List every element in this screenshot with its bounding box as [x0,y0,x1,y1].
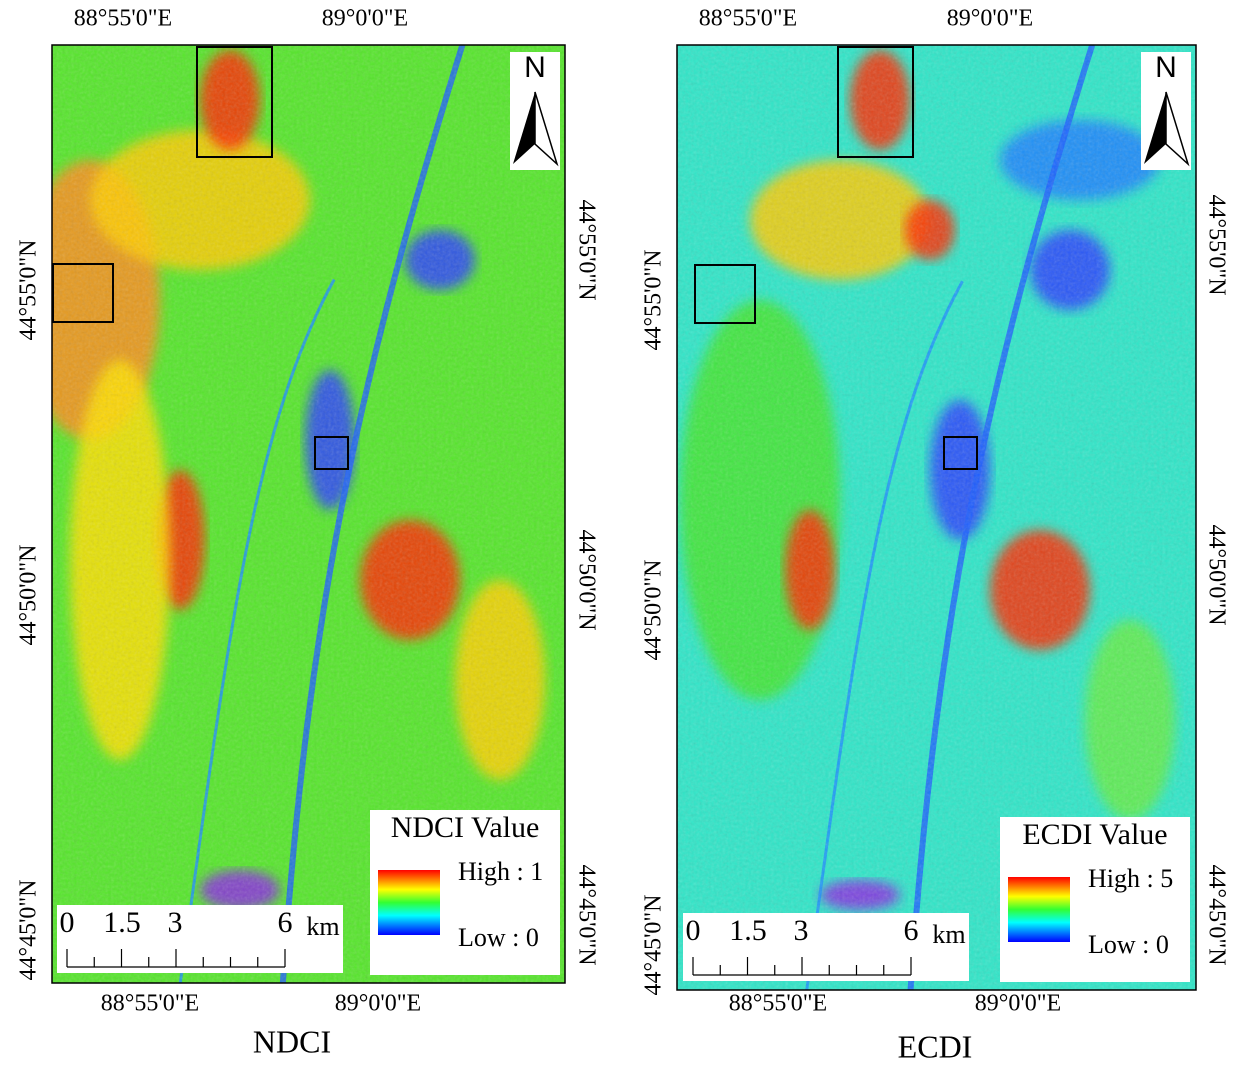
scale-label: 3 [794,914,809,947]
legend-low: Low : 0 [1088,930,1169,959]
study-area-box [314,436,349,470]
bottom-coord-label: 89°0'0"E [335,991,421,1017]
bottom-coord-label: 89°0'0"E [975,991,1061,1017]
left-coord-label: 44°55'0"N [16,239,42,340]
map-panel: 88°55'0"E 89°0'0"E 88°55'0"E 89°0'0"E 44°55'… [16,6,600,1060]
legend-title: ECDI Value [1022,818,1167,851]
top-coord-label: 89°0'0"E [322,6,408,32]
scale-label: 3 [168,906,183,939]
scale-label: 6 [278,906,293,939]
top-coord-label: 88°55'0"E [74,6,172,32]
top-coord-label: 89°0'0"E [947,6,1033,32]
right-coord-label: 44°55'0"N [573,199,599,300]
scale-label: 1.5 [103,906,141,939]
legend-high: High : 1 [458,857,543,886]
scale-unit: km [932,920,965,949]
study-area-box [196,46,273,158]
legend-ramp [378,870,440,935]
right-coord-label: 44°45'0"N [573,864,599,965]
north-arrow-left [513,92,535,164]
map-panel: 88°55'0"E 89°0'0"E 88°55'0"E 89°0'0"E 44°55'… [641,6,1230,1065]
left-coord-label: 44°50'0"N [16,544,42,645]
raster-features [677,45,1196,990]
study-area-box [837,46,914,158]
bottom-coord-label: 88°55'0"E [729,991,827,1017]
right-coord-label: 44°50'0"N [1203,524,1229,625]
north-arrow-right [534,91,559,167]
map-frame [676,44,1197,991]
map-frame [51,44,566,984]
legend-ramp [1008,877,1070,942]
left-coord-label: 44°45'0"N [641,894,667,995]
legend-low: Low : 0 [458,923,539,952]
scale-label: 0 [60,906,75,939]
north-label: N [1155,51,1177,84]
left-coord-label: 44°50'0"N [641,559,667,660]
right-coord-label: 44°50'0"N [573,529,599,630]
north-label: N [524,51,546,84]
left-coord-label: 44°45'0"N [16,879,42,980]
study-area-box [943,436,978,470]
scale-box [683,913,969,981]
north-arrow-left [1144,92,1166,164]
right-coord-label: 44°45'0"N [1203,864,1229,965]
panel-caption: ECDI [898,1028,973,1064]
study-area-box [52,263,114,323]
legend-title: NDCI Value [391,811,540,844]
legend-high: High : 5 [1088,864,1173,893]
study-area-box [694,264,756,324]
scale-label: 6 [904,914,919,947]
panel-caption: NDCI [253,1023,331,1059]
right-coord-label: 44°55'0"N [1203,194,1229,295]
north-arrow-right [1165,91,1190,167]
scale-unit: km [306,912,339,941]
top-coord-label: 88°55'0"E [699,6,797,32]
scale-label: 0 [686,914,701,947]
left-coord-label: 44°55'0"N [641,249,667,350]
scale-label: 1.5 [729,914,767,947]
scale-box [57,905,343,973]
bottom-coord-label: 88°55'0"E [101,991,199,1017]
